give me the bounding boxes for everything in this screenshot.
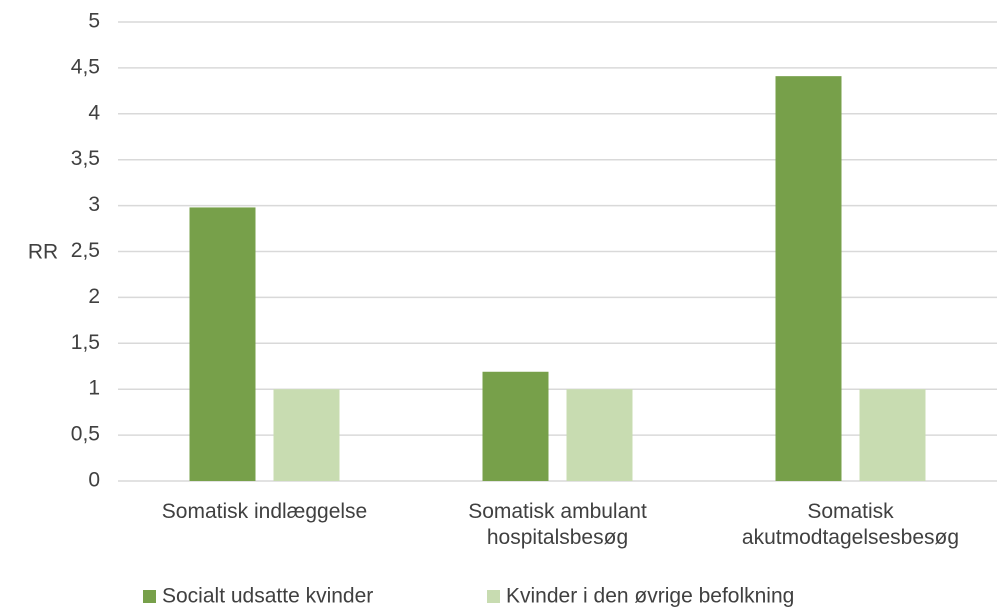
bar <box>189 207 256 481</box>
bar <box>273 389 340 481</box>
bar <box>859 389 926 481</box>
y-tick-label: 0,5 <box>71 423 100 446</box>
y-tick-label: 3 <box>88 193 100 216</box>
y-tick-label: 1,5 <box>71 331 100 354</box>
y-tick-label: 2 <box>88 285 100 308</box>
x-tick-label: Somatisk akutmodtagelsesbesøg <box>741 500 960 549</box>
y-tick-label: 5 <box>88 10 100 33</box>
y-tick-label: 2,5 <box>71 239 100 262</box>
x-tick-label: Somatisk ambulant hospitalsbesøg <box>468 500 647 549</box>
bar <box>775 76 842 482</box>
bar <box>482 371 549 481</box>
y-tick-label: 4 <box>88 101 100 124</box>
bar <box>566 389 633 481</box>
y-tick-label: 0 <box>88 469 100 492</box>
legend-swatch <box>143 590 156 603</box>
legend-label: Kvinder i den øvrige befolkning <box>506 585 794 608</box>
legend-swatch <box>487 590 500 603</box>
y-tick-label: 1 <box>88 377 100 400</box>
y-tick-label: 4,5 <box>71 55 100 78</box>
legend-label: Socialt udsatte kvinder <box>162 585 373 608</box>
y-axis-label: RR <box>28 241 58 264</box>
x-tick-label: Somatisk indlæggelse <box>161 500 368 523</box>
y-tick-label: 3,5 <box>71 147 100 170</box>
